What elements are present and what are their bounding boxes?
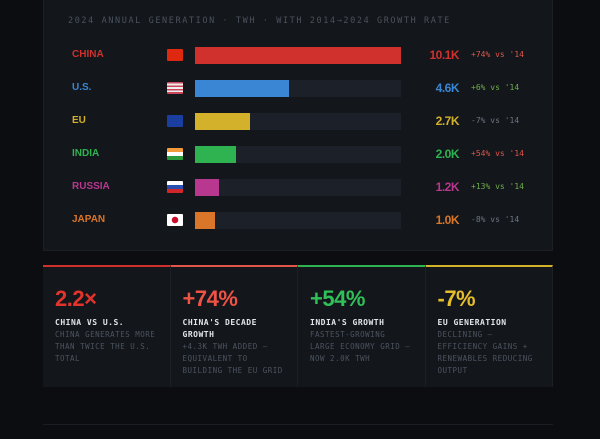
country-label: RUSSIA: [72, 181, 110, 192]
stat-card: 2.2× CHINA VS U.S. CHINA GENERATES MORE …: [43, 265, 171, 387]
value-label: 10.1K: [429, 48, 459, 62]
growth-label: -8% vs '14: [471, 215, 520, 224]
bar-track: [195, 47, 401, 64]
value-label: 4.6K: [435, 81, 460, 95]
stat-card: -7% EU GENERATION DECLINING — EFFICIENCY…: [425, 265, 553, 387]
bar-row: INDIA 2.0K +54% vs '14: [44, 145, 554, 165]
growth-label: +54% vs '14: [471, 149, 524, 158]
us-flag-icon: [167, 82, 183, 94]
china-flag-icon: [167, 49, 183, 61]
stat-description: FASTEST-GROWING LARGE ECONOMY GRID — NOW…: [310, 330, 411, 363]
stat-value: +54%: [310, 286, 365, 311]
stat-card: +74% CHINA'S DECADE GROWTH +4.3K TWH ADD…: [170, 265, 298, 387]
japan-flag-icon: [167, 214, 183, 226]
bar-track: [195, 179, 401, 196]
stat-description: CHINA GENERATES MORE THAN TWICE THE U.S.…: [55, 330, 156, 363]
stat-title: EU GENERATION: [437, 318, 507, 327]
stat-value: +74%: [182, 286, 238, 311]
stat-title: CHINA'S DECADE GROWTH: [182, 318, 257, 339]
russia-flag-icon: [167, 181, 183, 193]
stat-cards: 2.2× CHINA VS U.S. CHINA GENERATES MORE …: [43, 265, 553, 387]
stat-description: +4.3K TWH ADDED — EQUIVALENT TO BUILDING…: [182, 342, 283, 375]
stat-card: +54% INDIA'S GROWTH FASTEST-GROWING LARG…: [298, 265, 426, 387]
bar-track: [195, 212, 401, 229]
value-label: 2.7K: [435, 114, 460, 128]
stat-description: DECLINING — EFFICIENCY GAINS + RENEWABLE…: [437, 330, 533, 375]
india-flag-icon: [167, 148, 183, 160]
stat-title: INDIA'S GROWTH: [310, 318, 385, 327]
country-label: JAPAN: [72, 214, 106, 225]
eu-flag-icon: [167, 115, 183, 127]
generation-panel: 2024 ANNUAL GENERATION · TWH · WITH 2014…: [43, 0, 553, 251]
country-label: INDIA: [72, 148, 100, 159]
bar-fill: [195, 179, 220, 196]
growth-label: -7% vs '14: [471, 116, 520, 125]
bar-track: [195, 80, 401, 97]
divider: [43, 424, 553, 425]
bar-fill: [195, 146, 236, 163]
country-label: U.S.: [72, 82, 92, 93]
bar-track: [195, 113, 401, 130]
value-label: 1.0K: [435, 213, 460, 227]
stat-value: 2.2×: [55, 286, 97, 311]
bar-row: CHINA 10.1K +74% vs '14: [44, 46, 554, 66]
bar-row: RUSSIA 1.2K +13% vs '14: [44, 178, 554, 198]
bar-fill: [195, 212, 216, 229]
bar-track: [195, 146, 401, 163]
bar-row: EU 2.7K -7% vs '14: [44, 112, 554, 132]
bar-row: JAPAN 1.0K -8% vs '14: [44, 211, 554, 231]
stat-title: CHINA VS U.S.: [55, 318, 125, 327]
growth-label: +13% vs '14: [471, 182, 524, 191]
stat-value: -7%: [437, 286, 476, 311]
value-label: 1.2K: [435, 180, 460, 194]
bar-fill: [195, 47, 401, 64]
growth-label: +6% vs '14: [471, 83, 520, 92]
bar-fill: [195, 80, 289, 97]
bar-fill: [195, 113, 251, 130]
country-label: CHINA: [72, 49, 104, 60]
panel-title: 2024 ANNUAL GENERATION · TWH · WITH 2014…: [68, 16, 451, 26]
value-label: 2.0K: [435, 147, 460, 161]
country-label: EU: [72, 115, 86, 126]
growth-label: +74% vs '14: [471, 50, 524, 59]
bar-row: U.S. 4.6K +6% vs '14: [44, 79, 554, 99]
